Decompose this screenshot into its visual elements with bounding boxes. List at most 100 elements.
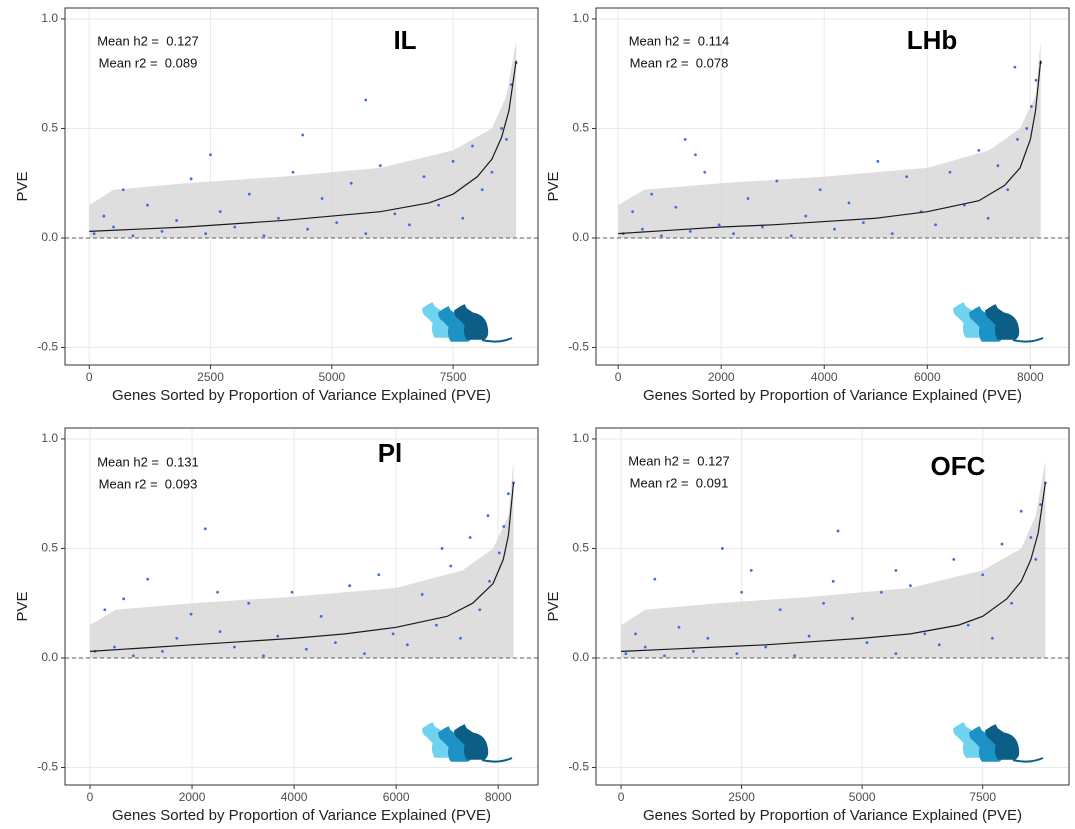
gene-point — [653, 577, 657, 581]
gene-point — [103, 608, 107, 612]
annotation: Mean r2 = 0.078 — [630, 55, 729, 70]
gene-point — [862, 221, 865, 225]
y-tick-label: 0.0 — [41, 230, 58, 244]
gene-point — [440, 547, 444, 550]
gene-point — [161, 649, 164, 653]
annotation: Mean h2 = 0.131 — [97, 454, 199, 469]
panel: -0.5 0.0 0.5 1.0 0 2000 4000 6000 8000 LHb Mean h2… — [545, 7, 1070, 404]
gene-point — [320, 197, 324, 200]
gene-point — [363, 652, 366, 655]
x-tick-label: 2000 — [708, 370, 735, 384]
gene-point — [121, 188, 125, 192]
gene-point — [175, 636, 179, 640]
gene-point — [1029, 105, 1033, 108]
gene-point — [391, 632, 395, 636]
gene-point — [996, 164, 1000, 168]
x-tick-label: 0 — [615, 370, 622, 384]
gene-point — [986, 216, 990, 220]
plot-border — [64, 7, 539, 366]
gene-point — [1013, 65, 1017, 69]
panel: -0.5 0.0 0.5 1.0 0 2500 5000 7500 OFC Mean h2 = 0… — [545, 427, 1070, 824]
gene-point — [262, 654, 265, 658]
trend-line — [621, 482, 1046, 652]
annotation: Mean r2 = 0.091 — [630, 475, 729, 490]
gene-point — [865, 641, 869, 645]
interval-band — [89, 40, 517, 238]
gene-point — [908, 584, 912, 588]
gene-point — [894, 568, 898, 572]
gene-point — [122, 597, 126, 601]
gene-point — [505, 138, 508, 141]
y-tick-label: 0.0 — [572, 230, 589, 244]
mouse-icon — [422, 722, 513, 763]
gene-point — [435, 623, 438, 627]
annotation: Mean h2 = 0.127 — [97, 33, 199, 48]
gene-point — [818, 188, 822, 192]
gene-point — [720, 547, 724, 550]
gene-point — [276, 634, 280, 638]
y-tick-label: -0.5 — [37, 760, 58, 774]
x-tick-label: 8000 — [485, 790, 512, 804]
gene-point — [189, 612, 193, 616]
mouse-icon — [953, 722, 1044, 763]
gene-point — [831, 579, 835, 583]
gene-point — [486, 514, 490, 518]
x-tick-label: 5000 — [849, 790, 876, 804]
panel: -0.5 0.0 0.5 1.0 0 2000 4000 6000 8000 Pl Mean h2 … — [14, 427, 539, 824]
mouse-tail — [1012, 757, 1044, 763]
gene-point — [459, 636, 462, 640]
gene-point — [807, 634, 811, 638]
gene-point — [349, 181, 353, 185]
annotation: Mean r2 = 0.093 — [99, 476, 198, 491]
x-tick-label: 0 — [86, 370, 93, 384]
gene-point — [437, 203, 440, 207]
gene-point — [218, 210, 222, 214]
gene-point — [451, 159, 455, 163]
gene-point — [131, 234, 135, 238]
gene-point — [631, 210, 634, 214]
y-axis-label: PVE — [14, 171, 31, 201]
gene-point — [334, 641, 337, 645]
gene-point — [1029, 536, 1033, 539]
gene-point — [102, 214, 106, 218]
x-tick-label: 4000 — [811, 370, 838, 384]
mouse-icon — [953, 302, 1044, 343]
gene-point — [420, 593, 424, 596]
panel-title: IL — [393, 25, 416, 55]
gene-point — [663, 654, 666, 658]
gene-point — [822, 601, 825, 605]
gene-point — [160, 229, 164, 233]
x-tick-label: 6000 — [383, 790, 410, 804]
gene-point — [677, 625, 681, 629]
gene-point — [189, 177, 193, 181]
gene-point — [847, 201, 851, 205]
gene-point — [1016, 138, 1019, 141]
gene-point — [478, 608, 482, 612]
gene-point — [175, 219, 178, 222]
gene-point — [952, 558, 956, 561]
gene-point — [490, 170, 494, 174]
interval-band — [621, 460, 1046, 658]
panel-title: Pl — [378, 438, 403, 468]
gene-point — [749, 568, 753, 572]
panel: -0.5 0.0 0.5 1.0 0 2500 5000 7500 IL Mean h2 = 0.… — [14, 7, 539, 404]
gene-point — [393, 212, 397, 216]
gene-point — [851, 617, 854, 620]
gene-point — [683, 138, 687, 141]
y-axis-label: PVE — [14, 591, 31, 621]
gene-point — [1034, 558, 1038, 561]
gene-point — [364, 232, 368, 235]
x-tick-label: 7500 — [969, 790, 996, 804]
gene-point — [112, 225, 115, 229]
y-tick-label: 0.5 — [572, 121, 589, 135]
gene-point — [247, 601, 251, 605]
gene-point — [306, 227, 309, 231]
gene-point — [146, 203, 149, 207]
y-tick-label: 0.5 — [572, 541, 589, 555]
gene-point — [966, 623, 970, 627]
x-tick-label: 5000 — [318, 370, 345, 384]
gene-point — [301, 133, 305, 137]
interval-band — [90, 460, 514, 658]
gene-point — [660, 234, 663, 238]
